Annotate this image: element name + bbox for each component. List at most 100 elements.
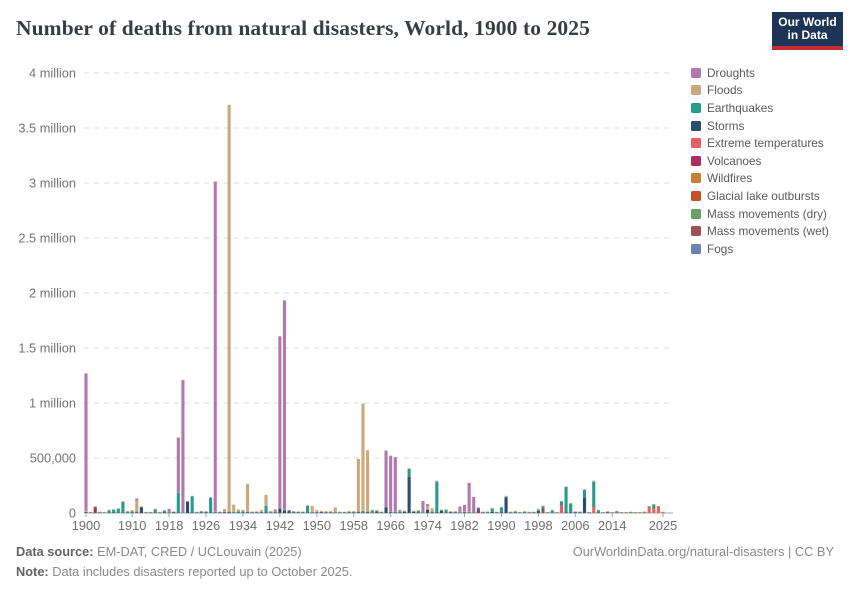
- bar-1974-d[interactable]: [426, 504, 430, 507]
- bar-1954-f[interactable]: [333, 507, 337, 513]
- bar-1959-f[interactable]: [356, 458, 360, 512]
- bar-1955-f[interactable]: [338, 511, 342, 513]
- bar-1970-f[interactable]: [407, 468, 411, 469]
- bar-1929-e[interactable]: [218, 511, 222, 513]
- bar-1952-fo[interactable]: [324, 512, 328, 513]
- legend-item-fo[interactable]: Fogs: [691, 240, 829, 258]
- bar-1978-f[interactable]: [444, 509, 448, 511]
- bar-1908-e[interactable]: [121, 502, 125, 513]
- bar-1988-s[interactable]: [490, 511, 494, 513]
- bar-1909-e[interactable]: [125, 511, 130, 513]
- bar-2025-f[interactable]: [661, 511, 665, 513]
- bar-1940-f[interactable]: [269, 511, 273, 513]
- bar-2010-t[interactable]: [592, 506, 596, 513]
- bar-1957-f[interactable]: [347, 510, 351, 512]
- bar-1917-e[interactable]: [162, 510, 167, 513]
- bar-1992-e[interactable]: [509, 512, 513, 513]
- bar-1930-f[interactable]: [222, 509, 227, 513]
- bar-1983-d[interactable]: [467, 482, 471, 512]
- bar-1972-e[interactable]: [416, 510, 420, 513]
- bar-1980-e[interactable]: [453, 511, 457, 513]
- bar-1927-f[interactable]: [209, 497, 213, 498]
- bar-2023-t[interactable]: [652, 508, 656, 513]
- bar-1952-e[interactable]: [324, 511, 328, 513]
- bar-1921-d[interactable]: [181, 380, 185, 513]
- bar-1917-f[interactable]: [162, 510, 167, 511]
- bar-1968-d[interactable]: [398, 509, 402, 511]
- bar-1906-f[interactable]: [112, 509, 116, 510]
- bar-2008-s[interactable]: [582, 497, 587, 513]
- bar-1970-s[interactable]: [407, 476, 411, 513]
- bar-1975-f[interactable]: [430, 508, 434, 512]
- bar-1920-d[interactable]: [176, 437, 180, 493]
- bar-1967-d[interactable]: [393, 457, 397, 512]
- bar-2019-f[interactable]: [633, 512, 637, 513]
- bar-1998-f[interactable]: [536, 508, 540, 511]
- bar-1907-e[interactable]: [116, 508, 120, 513]
- bar-1991-s[interactable]: [504, 497, 508, 513]
- bar-2003-f[interactable]: [559, 500, 563, 502]
- bar-2004-e[interactable]: [564, 487, 568, 513]
- bar-1962-s[interactable]: [370, 511, 374, 513]
- bar-2010-f[interactable]: [592, 480, 596, 482]
- bar-1972-s[interactable]: [416, 512, 420, 513]
- legend-item-e[interactable]: Earthquakes: [691, 99, 829, 117]
- bar-1902-e[interactable]: [93, 506, 97, 508]
- bar-1918-d[interactable]: [167, 508, 171, 512]
- bar-1967-s[interactable]: [393, 512, 397, 513]
- bar-1981-d[interactable]: [458, 506, 462, 512]
- bar-1928-e[interactable]: [213, 511, 217, 513]
- bar-1998-s[interactable]: [536, 510, 540, 513]
- bar-1966-s[interactable]: [389, 512, 393, 513]
- bar-1918-f[interactable]: [167, 511, 171, 513]
- bar-2003-t[interactable]: [559, 504, 563, 513]
- bar-1982-d[interactable]: [462, 504, 467, 512]
- bar-1967-f[interactable]: [393, 511, 397, 513]
- bar-1995-f[interactable]: [522, 511, 527, 512]
- bar-1948-f[interactable]: [306, 505, 310, 506]
- bar-1915-e[interactable]: [153, 509, 157, 513]
- bar-1947-s[interactable]: [301, 512, 305, 513]
- bar-1984-d[interactable]: [472, 496, 476, 513]
- bar-1904-f[interactable]: [102, 512, 107, 513]
- bar-1972-f[interactable]: [416, 510, 420, 511]
- bar-2011-f[interactable]: [596, 509, 600, 511]
- bar-1941-f[interactable]: [273, 511, 277, 512]
- bar-1979-s[interactable]: [449, 512, 453, 513]
- bar-1926-e[interactable]: [204, 511, 208, 513]
- bar-2016-f[interactable]: [619, 511, 624, 513]
- bar-2015-e[interactable]: [615, 511, 619, 513]
- bar-1970-e[interactable]: [407, 469, 411, 477]
- bar-1933-f[interactable]: [236, 509, 240, 512]
- bar-1920-e[interactable]: [176, 492, 180, 513]
- bar-1939-f[interactable]: [264, 494, 268, 506]
- bar-1913-f[interactable]: [144, 511, 148, 513]
- legend-item-v[interactable]: Volcanoes: [691, 152, 829, 170]
- bar-1900-d[interactable]: [84, 373, 88, 511]
- bar-1976-d[interactable]: [435, 480, 439, 482]
- bar-1928-d[interactable]: [213, 181, 217, 512]
- bar-2020-f[interactable]: [638, 511, 642, 513]
- bar-2001-e[interactable]: [550, 510, 554, 513]
- bar-1939-s[interactable]: [264, 512, 268, 513]
- bar-1910-f[interactable]: [130, 510, 134, 512]
- bar-1982-f[interactable]: [462, 511, 467, 513]
- bar-2015-t[interactable]: [615, 512, 619, 513]
- bar-1986-f[interactable]: [481, 511, 485, 513]
- bar-1963-f[interactable]: [375, 510, 379, 512]
- bar-1958-s[interactable]: [352, 512, 356, 513]
- bar-1906-e[interactable]: [112, 509, 116, 513]
- bar-1999-e[interactable]: [541, 506, 545, 509]
- bar-1999-mw[interactable]: [541, 509, 545, 513]
- bar-1999-s[interactable]: [541, 508, 545, 510]
- bar-1905-f[interactable]: [107, 509, 111, 511]
- bar-1919-f[interactable]: [172, 511, 176, 513]
- bar-1902-f[interactable]: [93, 506, 97, 507]
- bar-1991-f[interactable]: [504, 495, 508, 497]
- bar-1944-e[interactable]: [287, 510, 291, 512]
- bar-1985-v[interactable]: [476, 510, 480, 513]
- bar-1905-e[interactable]: [107, 510, 111, 513]
- bar-1915-f[interactable]: [153, 508, 157, 510]
- bar-1975-e[interactable]: [430, 511, 434, 513]
- bar-1941-g[interactable]: [273, 512, 277, 513]
